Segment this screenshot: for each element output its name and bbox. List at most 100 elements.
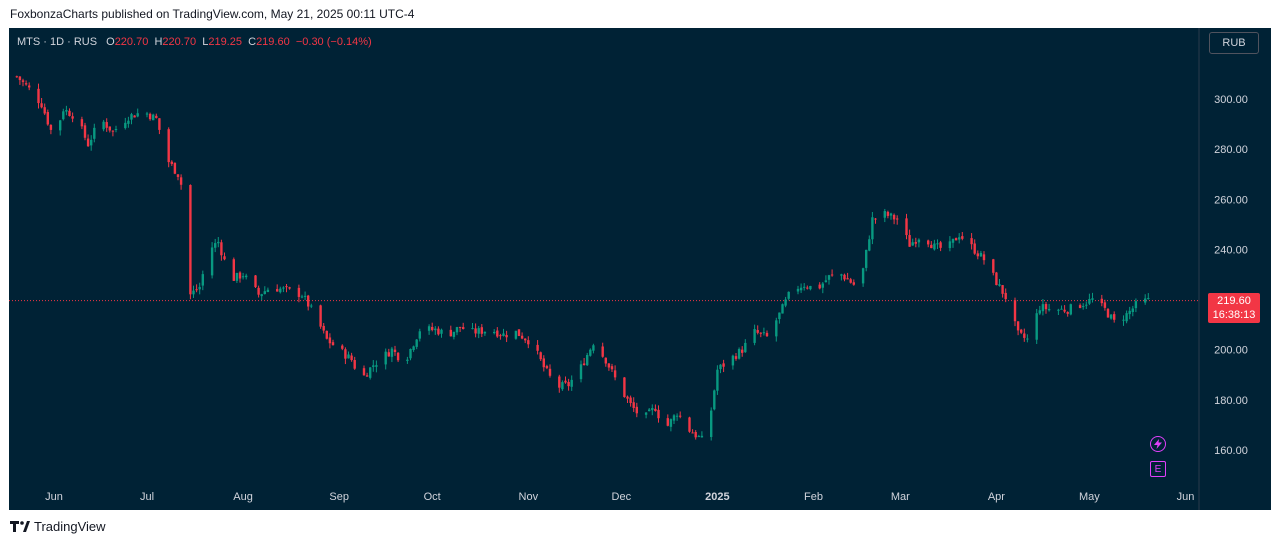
- candle-body: [480, 327, 483, 334]
- close-value: 219.60: [256, 36, 290, 48]
- symbol-label[interactable]: MTS · 1D · RUS: [17, 36, 98, 48]
- candle-body: [731, 355, 735, 366]
- candle-body: [431, 326, 434, 330]
- candle-body: [1106, 309, 1110, 318]
- open-value: 220.70: [114, 36, 149, 48]
- candle-body: [18, 76, 22, 81]
- candle-body: [936, 243, 939, 245]
- candle-body: [830, 274, 834, 276]
- candle-body: [809, 285, 812, 290]
- close-label: C: [248, 36, 257, 48]
- candle-body: [1091, 298, 1094, 300]
- candle-body: [93, 127, 96, 139]
- candle-body: [1041, 304, 1045, 312]
- candle-body: [440, 329, 443, 334]
- candle-body: [1122, 319, 1125, 321]
- candle-body: [1144, 298, 1147, 303]
- candle-body: [979, 252, 983, 257]
- candle-body: [610, 366, 614, 370]
- candle-body: [648, 409, 651, 412]
- candle-body: [158, 118, 161, 130]
- x-tick-label: Jul: [140, 491, 154, 503]
- candle-body: [675, 415, 679, 417]
- candlestick-chart[interactable]: 300.00280.00260.00240.00220.00200.00180.…: [9, 28, 1271, 510]
- candle-body: [666, 418, 669, 426]
- dividend-event-marker[interactable]: [1150, 436, 1166, 452]
- high-value: 220.70: [162, 36, 197, 48]
- candle-body: [496, 330, 499, 337]
- candle-body: [542, 358, 545, 368]
- candle-body: [669, 419, 673, 427]
- candle-body: [592, 345, 595, 351]
- ohlc-legend: MTS · 1D · RUS O220.70 H220.70 L219.25 C…: [17, 36, 372, 48]
- candle-body: [1001, 285, 1004, 294]
- candle-body: [40, 103, 43, 108]
- candle-body: [861, 268, 865, 284]
- candle-body: [905, 218, 908, 236]
- candle-body: [514, 330, 518, 339]
- candle-body: [527, 340, 530, 345]
- candle-body: [654, 408, 657, 411]
- candle-body: [958, 237, 961, 240]
- candle-body: [954, 238, 958, 241]
- candle-body: [65, 110, 68, 112]
- candle-body: [300, 296, 304, 298]
- candle-body: [390, 348, 394, 357]
- earnings-event-marker[interactable]: E: [1150, 461, 1166, 477]
- candle-body: [700, 435, 704, 438]
- candle-body: [796, 288, 800, 292]
- candle-body: [734, 356, 738, 359]
- candle-body: [840, 274, 843, 276]
- candle-body: [632, 402, 635, 408]
- candle-body: [276, 289, 279, 292]
- candle-body: [1044, 304, 1048, 310]
- chart-panel[interactable]: 300.00280.00260.00240.00220.00200.00180.…: [9, 28, 1271, 510]
- candle-body: [548, 368, 552, 376]
- candle-body: [102, 121, 105, 130]
- y-tick-label: 300.00: [1214, 94, 1248, 106]
- candle-body: [387, 352, 390, 357]
- candle-body: [21, 80, 25, 82]
- low-label: L: [202, 36, 209, 48]
- candle-body: [133, 115, 136, 118]
- candle-body: [155, 115, 158, 118]
- last-price: 219.60: [1217, 295, 1251, 307]
- candle-body: [210, 247, 214, 276]
- candle-body: [672, 415, 676, 421]
- candle-body: [1109, 314, 1113, 319]
- candle-body: [982, 254, 986, 261]
- candle-body: [322, 325, 325, 331]
- candle-body: [124, 122, 127, 129]
- candle-body: [787, 291, 790, 299]
- candle-body: [483, 331, 487, 334]
- candle-body: [325, 330, 328, 339]
- bar-countdown: 16:38:13: [1212, 309, 1256, 321]
- candle-body: [71, 116, 74, 119]
- x-tick-label: Jun: [1177, 491, 1195, 503]
- currency-button[interactable]: RUB: [1209, 32, 1259, 54]
- candle-body: [1082, 306, 1085, 308]
- candle-body: [452, 331, 456, 337]
- candle-body: [1088, 299, 1091, 304]
- candle-body: [799, 287, 803, 291]
- candle-body: [502, 333, 505, 337]
- candle-body: [282, 287, 285, 289]
- candle-body: [471, 328, 474, 330]
- candle-body: [852, 282, 855, 285]
- candle-body: [263, 291, 266, 295]
- candle-body: [688, 417, 691, 432]
- candle-body: [1035, 313, 1038, 340]
- footer-brand[interactable]: TradingView: [10, 519, 106, 534]
- candle-body: [319, 305, 322, 327]
- candle-body: [613, 370, 617, 378]
- y-tick-label: 160.00: [1214, 445, 1248, 457]
- x-tick-label: 2025: [705, 491, 729, 503]
- candle-body: [517, 329, 521, 336]
- candle-body: [1047, 308, 1051, 311]
- candle-body: [896, 218, 899, 220]
- candle-body: [245, 275, 248, 278]
- candle-body: [775, 320, 778, 337]
- candle-body: [173, 162, 177, 174]
- candle-body: [499, 335, 502, 337]
- candle-body: [111, 130, 115, 132]
